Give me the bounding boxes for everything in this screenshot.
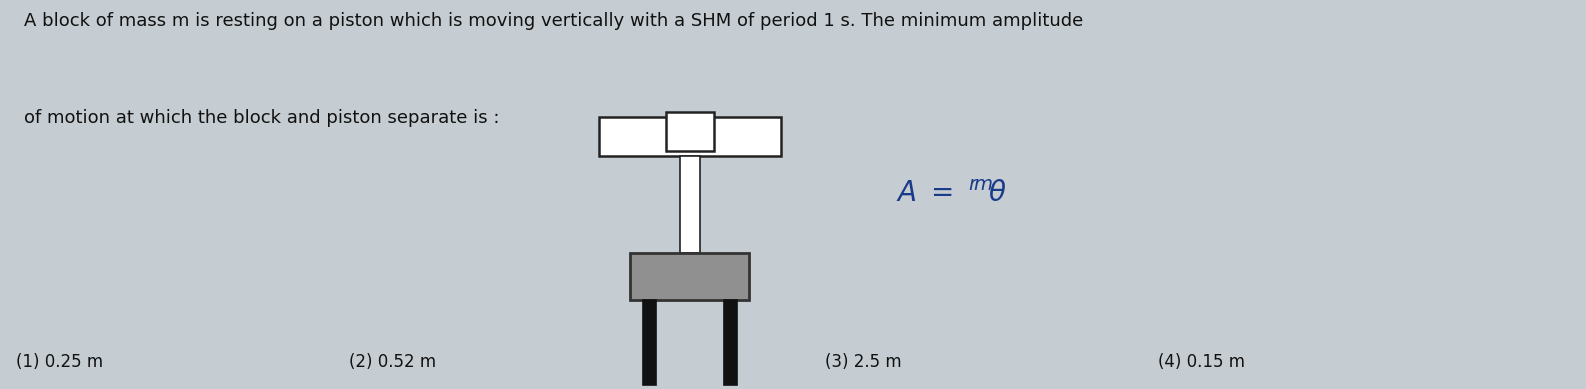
Text: (3) 2.5 m: (3) 2.5 m <box>825 353 901 371</box>
Bar <box>644 300 657 385</box>
Text: (2) 0.52 m: (2) 0.52 m <box>349 353 436 371</box>
Bar <box>723 300 736 385</box>
Bar <box>666 112 714 151</box>
Text: of motion at which the block and piston separate is :: of motion at which the block and piston … <box>24 109 500 127</box>
Bar <box>679 156 701 253</box>
Bar <box>631 253 750 300</box>
Text: (1) 0.25 m: (1) 0.25 m <box>16 353 103 371</box>
Bar <box>600 117 780 156</box>
Text: $A\ =\ ^{r\!m}\!\theta$: $A\ =\ ^{r\!m}\!\theta$ <box>896 181 1007 208</box>
Text: A block of mass m is resting on a piston which is moving vertically with a SHM o: A block of mass m is resting on a piston… <box>24 12 1083 30</box>
Text: (4) 0.15 m: (4) 0.15 m <box>1158 353 1245 371</box>
